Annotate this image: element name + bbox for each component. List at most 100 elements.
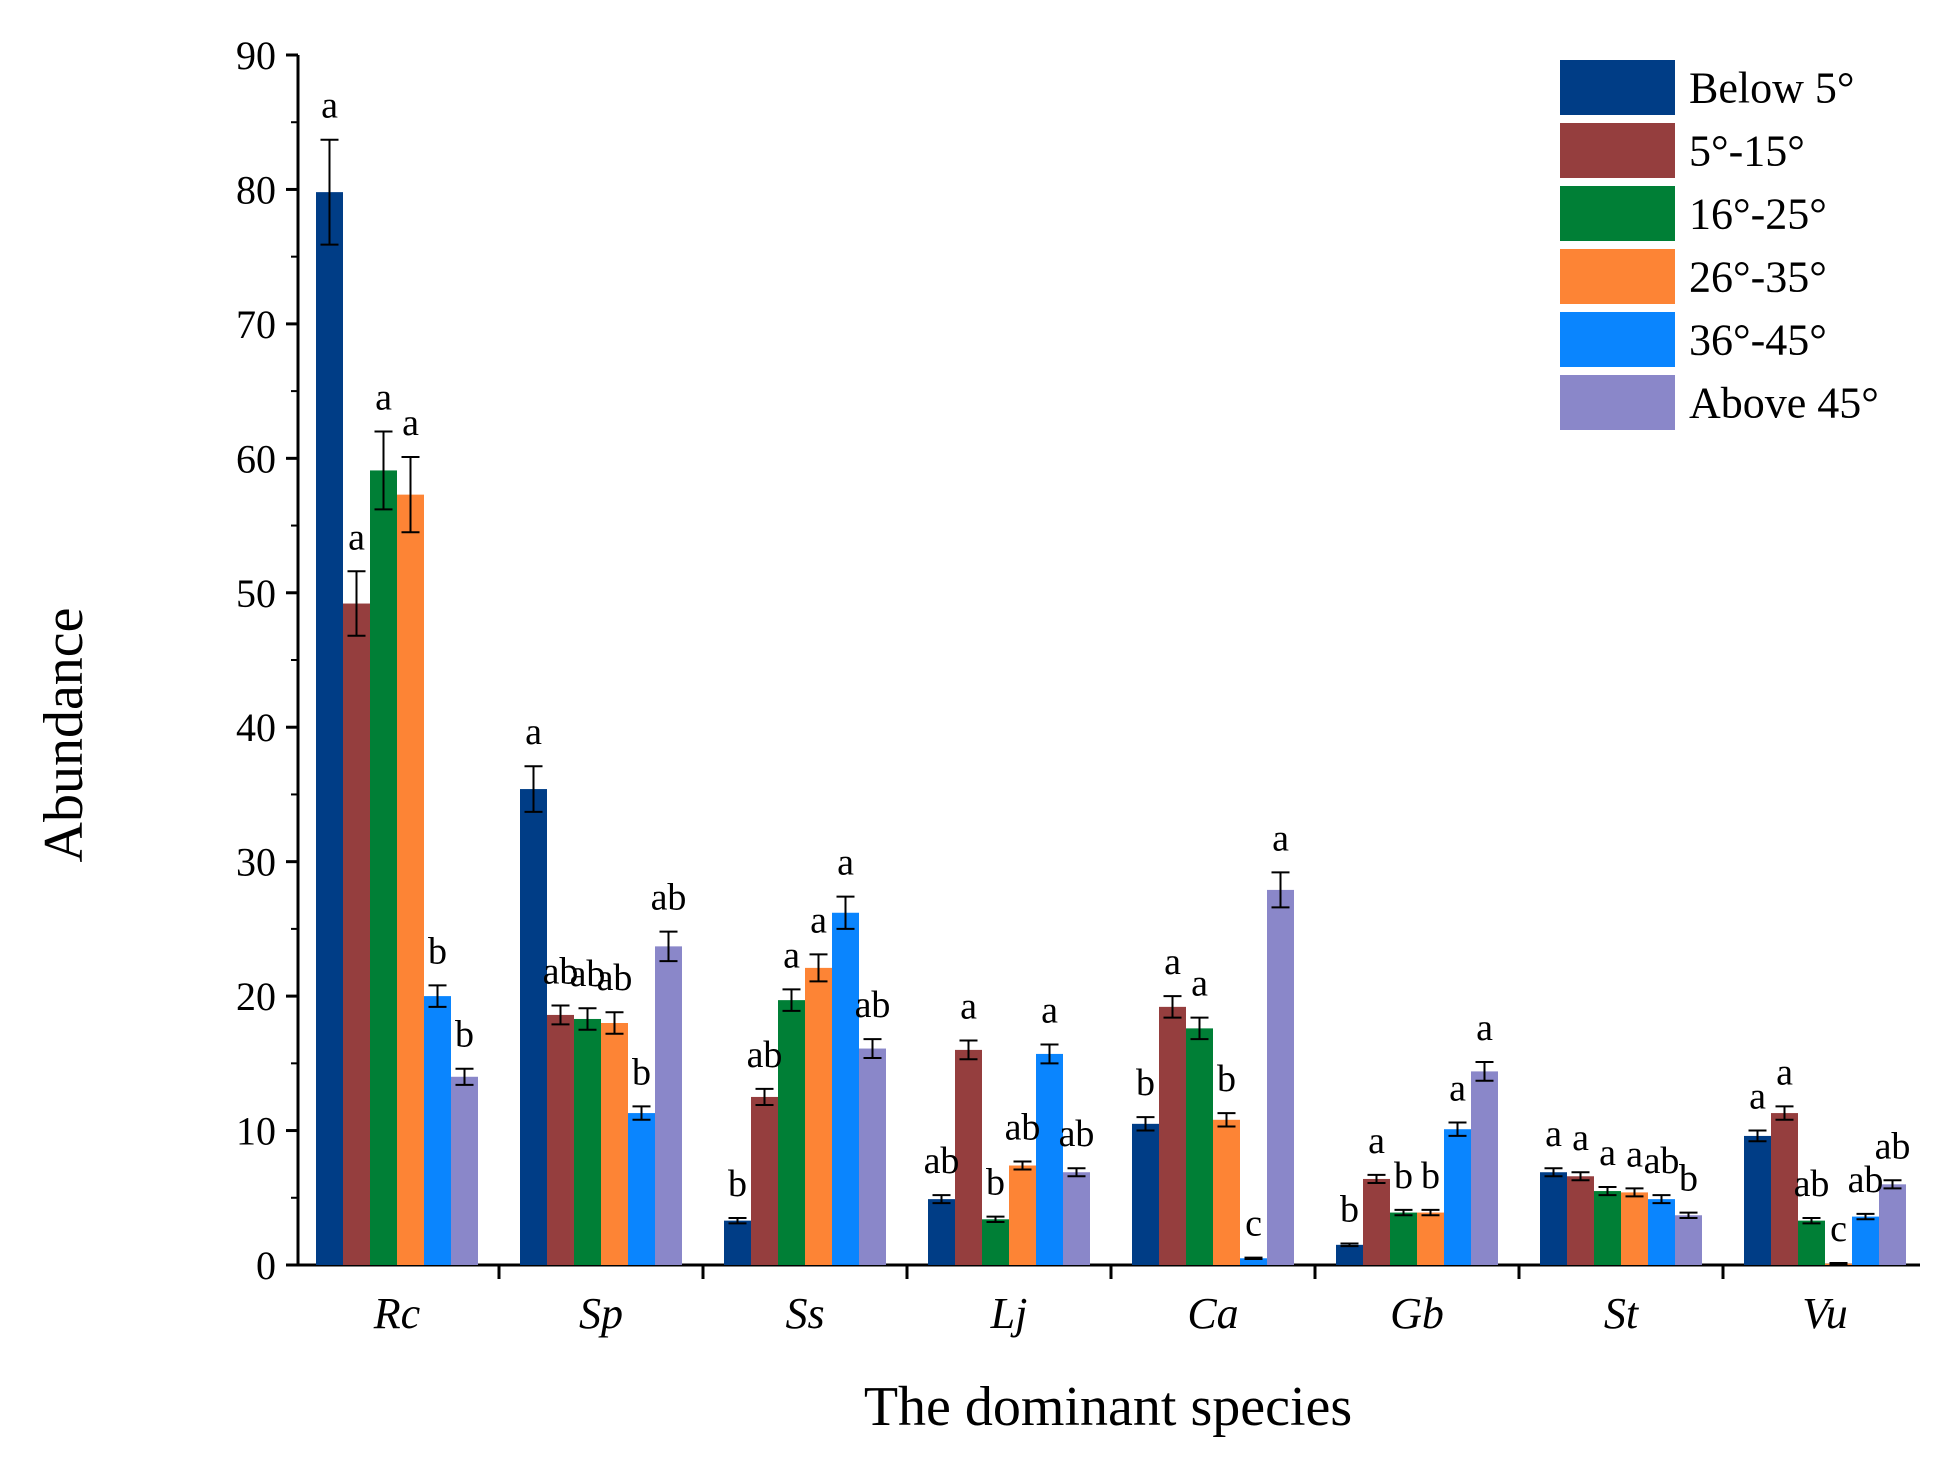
significance-label-sp-series-1: a [525, 711, 542, 753]
x-tick-label-rc: Rc [373, 1289, 421, 1338]
bar-vu-series-2 [1771, 1113, 1798, 1265]
bar-ca-series-3 [1186, 1028, 1213, 1265]
legend-swatch [1560, 375, 1675, 430]
bar-ss-series-4 [805, 967, 832, 1265]
legend-item-1: Below 5° [1560, 60, 1854, 115]
error-bar-ca-series-5 [1244, 1256, 1263, 1260]
significance-label-ca-series-2: a [1164, 941, 1181, 983]
error-bar-ss-series-3 [782, 988, 801, 1012]
bar-sp-series-1 [520, 789, 547, 1265]
bar-ss-series-5 [832, 912, 859, 1265]
error-bar-ss-series-4 [809, 953, 828, 983]
significance-label-sp-series-2: ab [543, 951, 579, 993]
significance-label-gb-series-5: a [1449, 1067, 1466, 1109]
bar-st-series-1 [1540, 1172, 1567, 1265]
error-bar-gb-series-3 [1394, 1208, 1413, 1217]
x-tick-label-sp: Sp [579, 1289, 623, 1338]
significance-label-lj-series-5: a [1041, 990, 1058, 1032]
significance-label-vu-series-3: ab [1794, 1163, 1830, 1205]
x-tick-label-lj: Lj [990, 1289, 1028, 1338]
significance-label-ss-series-2: ab [747, 1034, 783, 1076]
legend-item-5: 36°-45° [1560, 312, 1827, 367]
y-tick-label: 20 [236, 974, 276, 1019]
error-bar-ca-series-6 [1271, 871, 1290, 909]
bar-sp-series-4 [601, 1023, 628, 1265]
significance-label-vu-series-2: a [1776, 1051, 1793, 1093]
significance-label-gb-series-6: a [1476, 1007, 1493, 1049]
bar-st-series-6 [1675, 1215, 1702, 1265]
y-tick-label: 50 [236, 571, 276, 616]
significance-label-ss-series-6: ab [855, 984, 891, 1026]
significance-label-gb-series-4: b [1421, 1155, 1440, 1197]
bar-st-series-2 [1567, 1176, 1594, 1265]
x-tick-label-ca: Ca [1187, 1289, 1238, 1338]
significance-label-st-series-4: a [1626, 1133, 1643, 1175]
legend-label: 26°-35° [1689, 253, 1827, 302]
error-bar-st-series-5 [1652, 1194, 1671, 1205]
legend-label: 36°-45° [1689, 316, 1827, 365]
error-bar-sp-series-3 [578, 1007, 597, 1031]
error-bar-st-series-6 [1679, 1211, 1698, 1219]
legend-label: Below 5° [1689, 64, 1854, 113]
y-tick-label: 80 [236, 167, 276, 212]
y-tick-label: 30 [236, 840, 276, 885]
bar-lj-series-5 [1036, 1053, 1063, 1265]
significance-label-vu-series-4: c [1830, 1208, 1847, 1250]
error-bar-st-series-1 [1544, 1167, 1563, 1178]
bar-ss-series-2 [751, 1096, 778, 1265]
significance-label-st-series-1: a [1545, 1113, 1562, 1155]
bar-ss-series-6 [859, 1048, 886, 1265]
error-bar-rc-series-4 [401, 455, 420, 534]
significance-label-ca-series-6: a [1272, 817, 1289, 859]
significance-label-lj-series-1: ab [924, 1140, 960, 1182]
significance-label-vu-series-5: ab [1848, 1159, 1884, 1201]
significance-labels-group: aaaabbaabababbabbabaaaababababaabbaabcab… [321, 85, 1910, 1250]
significance-label-gb-series-1: b [1340, 1188, 1359, 1230]
significance-label-ss-series-1: b [728, 1163, 747, 1205]
legend-swatch [1560, 312, 1675, 367]
error-bar-gb-series-4 [1421, 1208, 1440, 1217]
bar-sp-series-3 [574, 1018, 601, 1265]
significance-label-ss-series-4: a [810, 899, 827, 941]
x-tick-label-gb: Gb [1390, 1289, 1444, 1338]
bar-gb-series-4 [1417, 1212, 1444, 1265]
y-tick-label: 10 [236, 1109, 276, 1154]
y-tick-label: 60 [236, 436, 276, 481]
bar-rc-series-6 [451, 1076, 478, 1265]
error-bar-ss-series-2 [755, 1087, 774, 1107]
axes-group: 0 10 20 30 40 50 60 70 80 90 Rc Sp Ss Lj Ca Gb St Vu [236, 33, 1920, 1338]
bar-vu-series-3 [1798, 1220, 1825, 1265]
error-bar-ca-series-1 [1136, 1116, 1155, 1132]
bar-lj-series-3 [982, 1219, 1009, 1265]
significance-label-ca-series-3: a [1191, 963, 1208, 1005]
bar-st-series-3 [1594, 1191, 1621, 1265]
bar-vu-series-5 [1852, 1216, 1879, 1265]
legend-item-6: Above 45° [1560, 375, 1879, 430]
significance-label-sp-series-5: b [632, 1051, 651, 1093]
legend-item-3: 16°-25° [1560, 186, 1827, 241]
bar-gb-series-6 [1471, 1071, 1498, 1265]
significance-label-vu-series-1: a [1749, 1076, 1766, 1118]
y-tick-label: 0 [256, 1243, 276, 1288]
bar-ss-series-3 [778, 1000, 805, 1265]
bar-rc-series-5 [424, 996, 451, 1265]
significance-label-lj-series-3: b [986, 1162, 1005, 1204]
error-bar-gb-series-6 [1475, 1060, 1494, 1082]
error-bar-gb-series-2 [1367, 1173, 1386, 1184]
significance-label-st-series-2: a [1572, 1117, 1589, 1159]
significance-label-sp-series-4: ab [597, 957, 633, 999]
error-bar-ca-series-2 [1163, 995, 1182, 1019]
significance-label-rc-series-1: a [321, 85, 338, 127]
significance-label-st-series-3: a [1599, 1132, 1616, 1174]
error-bar-ca-series-3 [1190, 1016, 1209, 1041]
legend-swatch [1560, 60, 1675, 115]
bar-sp-series-6 [655, 946, 682, 1265]
error-bar-vu-series-4 [1829, 1261, 1848, 1266]
bar-gb-series-1 [1336, 1244, 1363, 1265]
y-tick-label: 70 [236, 302, 276, 347]
significance-label-rc-series-5: b [428, 930, 447, 972]
significance-label-lj-series-2: a [960, 985, 977, 1027]
bar-ca-series-6 [1267, 889, 1294, 1265]
error-bar-rc-series-3 [374, 430, 393, 511]
error-bar-st-series-4 [1625, 1187, 1644, 1198]
